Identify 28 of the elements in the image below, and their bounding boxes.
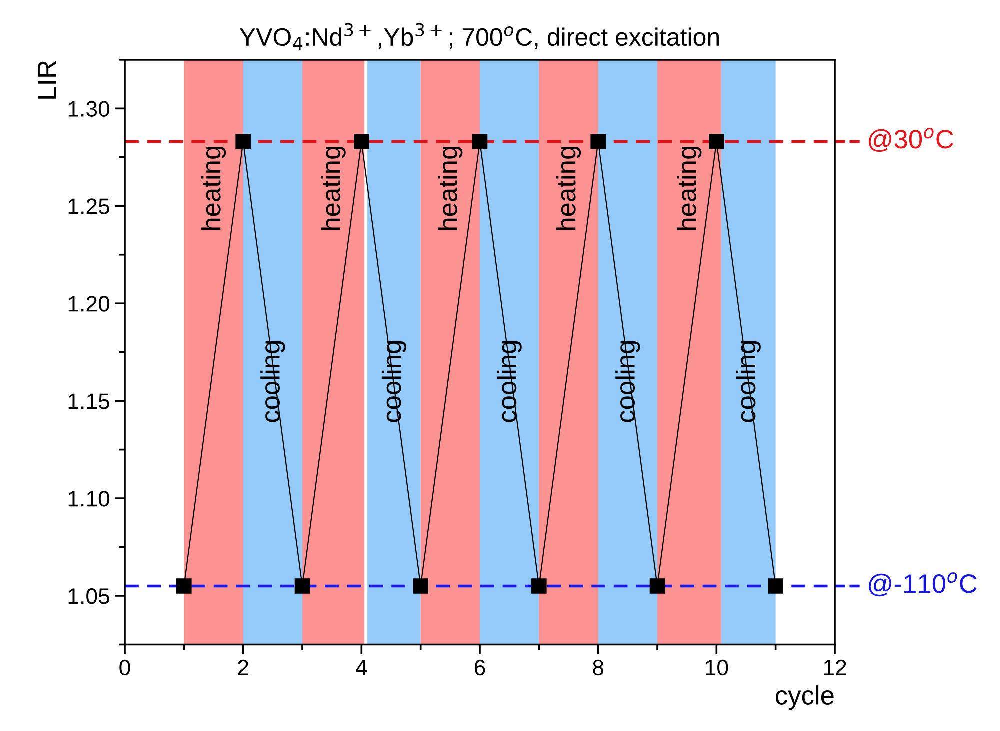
x-tick-label: 12: [824, 660, 846, 676]
y-tick-label: 1.15: [68, 394, 110, 410]
band-label: cooling: [497, 341, 522, 422]
x-tick-label: 0: [120, 660, 130, 676]
band-label: cooling: [382, 341, 407, 422]
x-tick-label: 6: [474, 660, 486, 676]
y-tick-label: 1.25: [68, 198, 110, 214]
y-tick-label: 1.20: [68, 296, 110, 312]
y-tick-label: 1.10: [68, 491, 110, 507]
band-label: heating: [201, 147, 226, 230]
x-tick-label: 10: [706, 660, 728, 676]
band-label: heating: [438, 147, 463, 230]
band-label: cooling: [616, 341, 640, 422]
band-label: cooling: [736, 341, 761, 422]
band-label: heating: [556, 147, 582, 230]
x-tick-label: 2: [238, 660, 248, 676]
x-tick-label: 4: [356, 660, 368, 676]
ref-line-label: @-110$^{o}$C: [869, 572, 977, 597]
y-tick-label: 1.05: [68, 588, 110, 604]
band-label: heating: [321, 147, 346, 230]
y-tick-label: 1.30: [68, 101, 110, 117]
y-axis-title: LIR: [38, 61, 56, 99]
band-label: heating: [677, 147, 702, 230]
ref-line-label: @30$^{o}$C: [869, 128, 954, 152]
chart-title: YVO$_{4}$:Nd$^{3+}$,Yb$^{3+}$; 700$^{o}$C, direct excitation: [240, 23, 719, 50]
band-label: cooling: [260, 341, 286, 422]
x-axis-title: cycle: [776, 686, 834, 710]
x-tick-label: 8: [593, 660, 604, 676]
